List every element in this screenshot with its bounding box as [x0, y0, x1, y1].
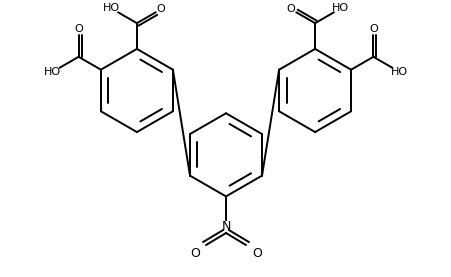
- Text: O: O: [156, 4, 165, 14]
- Text: O: O: [368, 24, 377, 34]
- Text: O: O: [190, 247, 200, 260]
- Text: O: O: [74, 24, 83, 34]
- Text: HO: HO: [390, 67, 407, 77]
- Text: O: O: [251, 247, 261, 260]
- Text: HO: HO: [44, 67, 61, 77]
- Text: O: O: [286, 4, 295, 14]
- Text: N: N: [221, 220, 230, 233]
- Text: HO: HO: [331, 3, 349, 13]
- Text: HO: HO: [102, 3, 120, 13]
